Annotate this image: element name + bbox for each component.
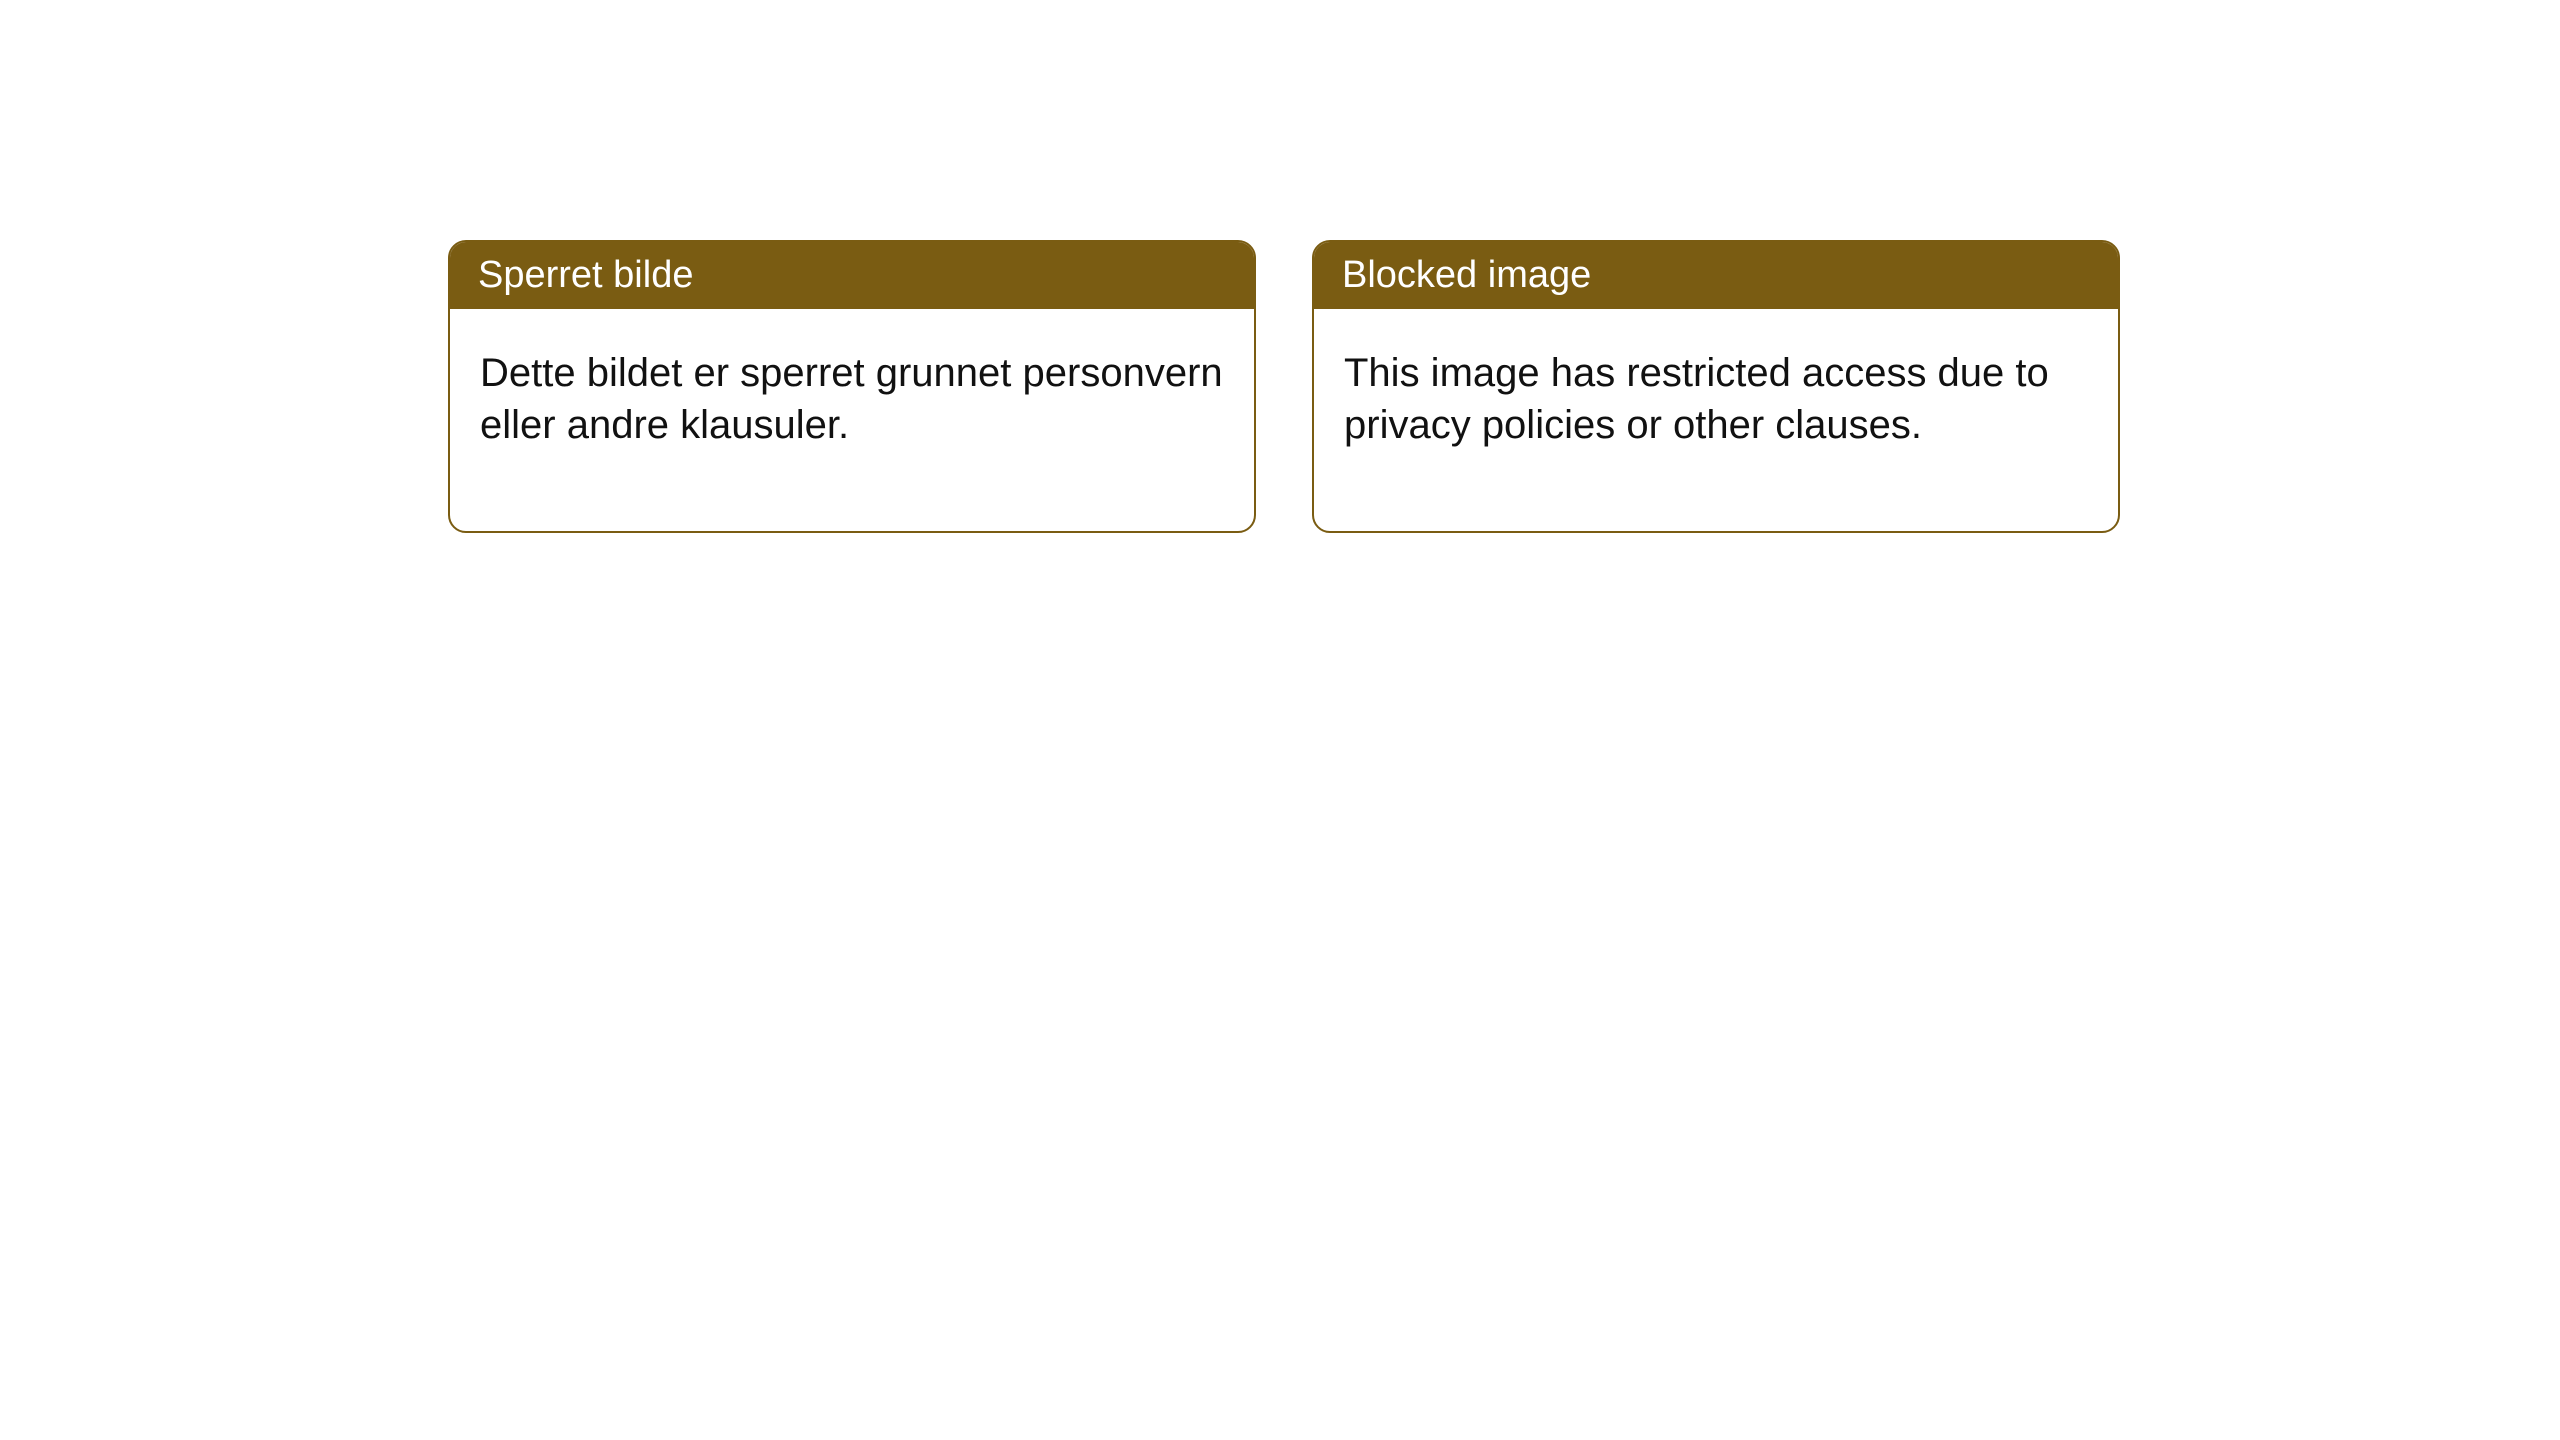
notice-header: Blocked image [1314, 242, 2118, 309]
notice-card-norwegian: Sperret bilde Dette bildet er sperret gr… [448, 240, 1256, 533]
notice-card-english: Blocked image This image has restricted … [1312, 240, 2120, 533]
notice-body: Dette bildet er sperret grunnet personve… [450, 309, 1254, 531]
notice-body: This image has restricted access due to … [1314, 309, 2118, 531]
notice-container: Sperret bilde Dette bildet er sperret gr… [0, 0, 2560, 533]
notice-header: Sperret bilde [450, 242, 1254, 309]
